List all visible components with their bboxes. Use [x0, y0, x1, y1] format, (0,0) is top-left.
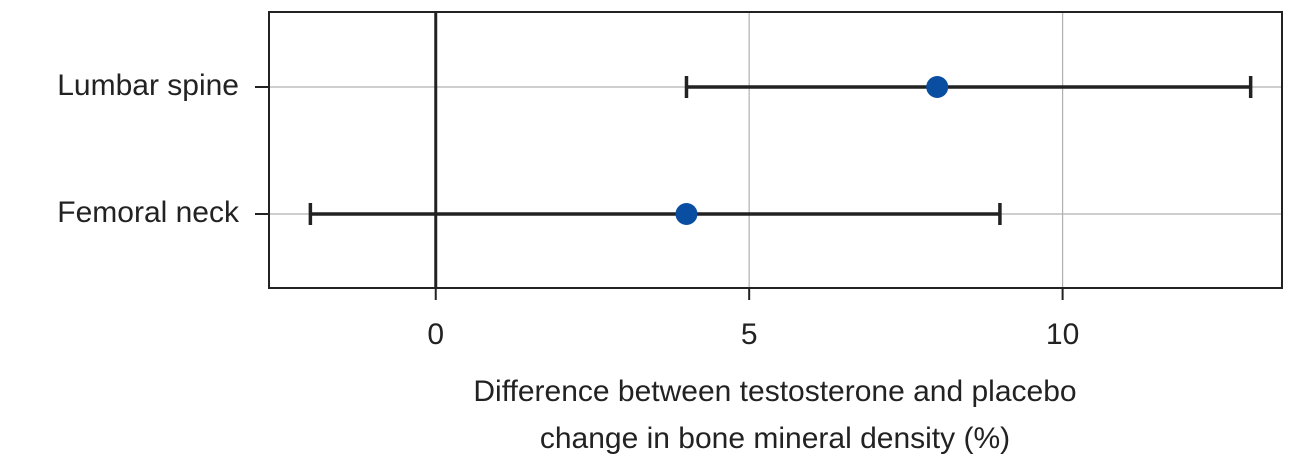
x-tick-label: 0: [427, 318, 444, 351]
y-tick-label: Lumbar spine: [57, 69, 239, 102]
x-axis-label: change in bone mineral density (%): [540, 422, 1010, 455]
point: [926, 76, 949, 98]
point: [675, 203, 698, 225]
x-tick-label: 10: [1046, 318, 1079, 351]
x-axis-label: Difference between testosterone and plac…: [473, 375, 1076, 408]
plot-frame: [268, 11, 1283, 289]
x-tick-label: 5: [741, 318, 758, 351]
y-tick-label: Femoral neck: [57, 196, 240, 229]
